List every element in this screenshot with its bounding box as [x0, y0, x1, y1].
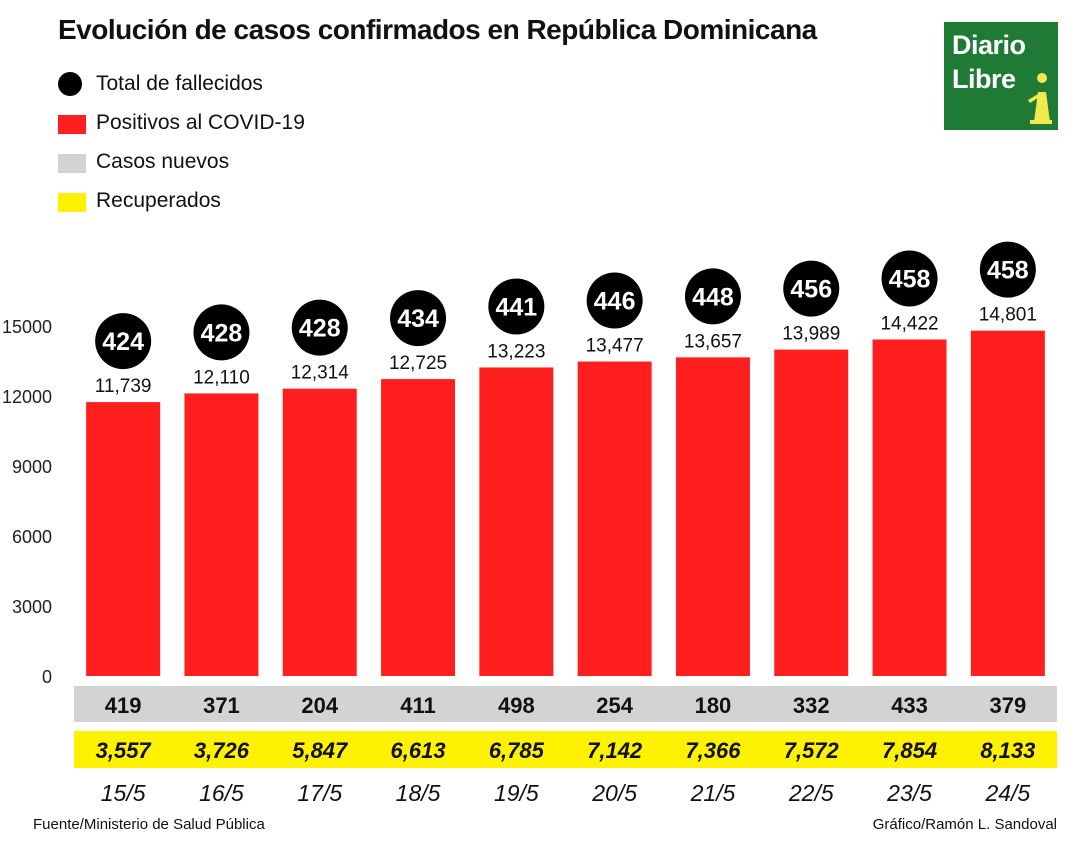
fallecidos-value-label: 458 — [987, 257, 1029, 285]
x-tick-label: 17/5 — [297, 780, 342, 806]
legend-label-positivos: Positivos al COVID-19 — [96, 111, 305, 134]
recuperados-value-label: 7,366 — [685, 738, 741, 763]
y-tick-label: 6000 — [12, 527, 52, 547]
recuperados-value-label: 8,133 — [980, 738, 1035, 763]
recuperados-value-label: 3,557 — [96, 738, 153, 763]
legend-swatch-positivos — [58, 115, 86, 134]
positivos-value-label: 12,725 — [389, 353, 447, 374]
fallecidos-marker — [979, 241, 1036, 298]
recuperados-value-label: 6,785 — [489, 738, 545, 763]
recuperados-value-label: 5,847 — [292, 738, 349, 763]
positivos-value-label: 11,739 — [95, 376, 152, 397]
positivos-bar — [479, 367, 554, 676]
positivos-value-label: 12,314 — [291, 363, 350, 384]
positivos-bar — [86, 402, 161, 676]
recuperados-value-label: 7,572 — [784, 738, 840, 763]
positivos-bar — [282, 388, 357, 676]
logo-text-line2: Libre — [952, 64, 1016, 94]
positivos-value-label: 14,801 — [979, 305, 1037, 326]
legend-swatch-casos-nuevos — [58, 154, 86, 173]
positivos-value-label: 13,989 — [782, 324, 840, 345]
fallecidos-value-label: 456 — [790, 276, 832, 304]
positivos-bar — [970, 330, 1045, 676]
positivos-bar — [872, 339, 947, 676]
recuperados-value-label: 7,854 — [882, 738, 937, 763]
positivos-value-label: 13,477 — [586, 336, 644, 357]
casos-nuevos-value-label: 180 — [695, 693, 732, 718]
casos-nuevos-band — [74, 686, 1057, 722]
positivos-bar — [184, 393, 259, 676]
legend-swatch-recuperados — [58, 193, 86, 212]
fallecidos-value-label: 428 — [299, 315, 341, 343]
fallecidos-marker — [291, 299, 348, 356]
fallecidos-value-label: 424 — [102, 328, 144, 356]
fallecidos-marker — [684, 268, 741, 325]
casos-nuevos-value-label: 371 — [203, 693, 240, 718]
recuperados-value-label: 3,726 — [194, 738, 250, 763]
fallecidos-marker — [488, 278, 545, 335]
fallecidos-marker — [881, 250, 938, 307]
x-tick-label: 15/5 — [101, 780, 146, 806]
recuperados-value-label: 7,142 — [587, 738, 643, 763]
y-tick-label: 15000 — [2, 317, 52, 337]
chart-title: Evolución de casos confirmados en Repúbl… — [58, 14, 817, 45]
x-tick-label: 24/5 — [984, 780, 1030, 806]
casos-nuevos-value-label: 254 — [596, 693, 633, 718]
positivos-value-label: 13,223 — [487, 341, 545, 362]
positivos-bar — [774, 349, 849, 676]
x-tick-label: 19/5 — [494, 780, 539, 806]
fallecidos-marker — [783, 260, 840, 317]
positivos-bar — [381, 379, 456, 676]
recuperados-band — [74, 731, 1057, 768]
casos-nuevos-value-label: 332 — [793, 693, 830, 718]
y-tick-label: 3000 — [12, 597, 52, 617]
legend-swatch-fallecidos — [58, 72, 82, 96]
positivos-value-label: 13,657 — [684, 331, 742, 352]
diario-libre-logo: Diario Libre — [944, 22, 1058, 130]
casos-nuevos-value-label: 498 — [498, 693, 535, 718]
positivos-bar — [675, 357, 750, 676]
fallecidos-value-label: 441 — [495, 293, 537, 321]
fallecidos-marker — [390, 290, 447, 347]
logo-text-line1: Diario — [952, 30, 1026, 60]
legend-label-fallecidos: Total de fallecidos — [96, 72, 263, 95]
y-tick-label: 12000 — [2, 387, 52, 407]
x-tick-label: 18/5 — [396, 780, 441, 806]
fallecidos-value-label: 458 — [889, 265, 931, 293]
y-tick-label: 9000 — [12, 457, 52, 477]
x-tick-label: 16/5 — [199, 780, 244, 806]
legend-label-recuperados: Recuperados — [96, 189, 221, 212]
casos-nuevos-value-label: 204 — [301, 693, 338, 718]
x-tick-label: 23/5 — [886, 780, 932, 806]
y-tick-label: 0 — [42, 667, 52, 687]
positivos-value-label: 14,422 — [880, 313, 938, 334]
x-tick-label: 21/5 — [690, 780, 736, 806]
fallecidos-marker — [193, 304, 250, 361]
lighthouse-figure-icon — [1028, 73, 1052, 124]
casos-nuevos-value-label: 411 — [400, 693, 436, 718]
legend-label-casos-nuevos: Casos nuevos — [96, 150, 230, 173]
casos-nuevos-value-label: 379 — [989, 693, 1026, 718]
fallecidos-marker — [586, 272, 643, 329]
positivos-bar — [577, 361, 652, 676]
x-tick-label: 22/5 — [788, 780, 834, 806]
fallecidos-value-label: 448 — [692, 283, 734, 311]
casos-nuevos-value-label: 419 — [105, 693, 142, 718]
fallecidos-value-label: 428 — [201, 319, 243, 347]
positivos-value-label: 12,110 — [193, 367, 250, 388]
footer-source: Fuente/Ministerio de Salud Pública — [33, 816, 265, 833]
fallecidos-value-label: 446 — [594, 288, 636, 316]
casos-nuevos-value-label: 433 — [891, 693, 928, 718]
x-tick-label: 20/5 — [591, 780, 637, 806]
footer-credit: Gráfico/Ramón L. Sandoval — [872, 816, 1057, 833]
fallecidos-marker — [95, 313, 152, 370]
recuperados-value-label: 6,613 — [391, 738, 446, 763]
fallecidos-value-label: 434 — [397, 305, 439, 333]
